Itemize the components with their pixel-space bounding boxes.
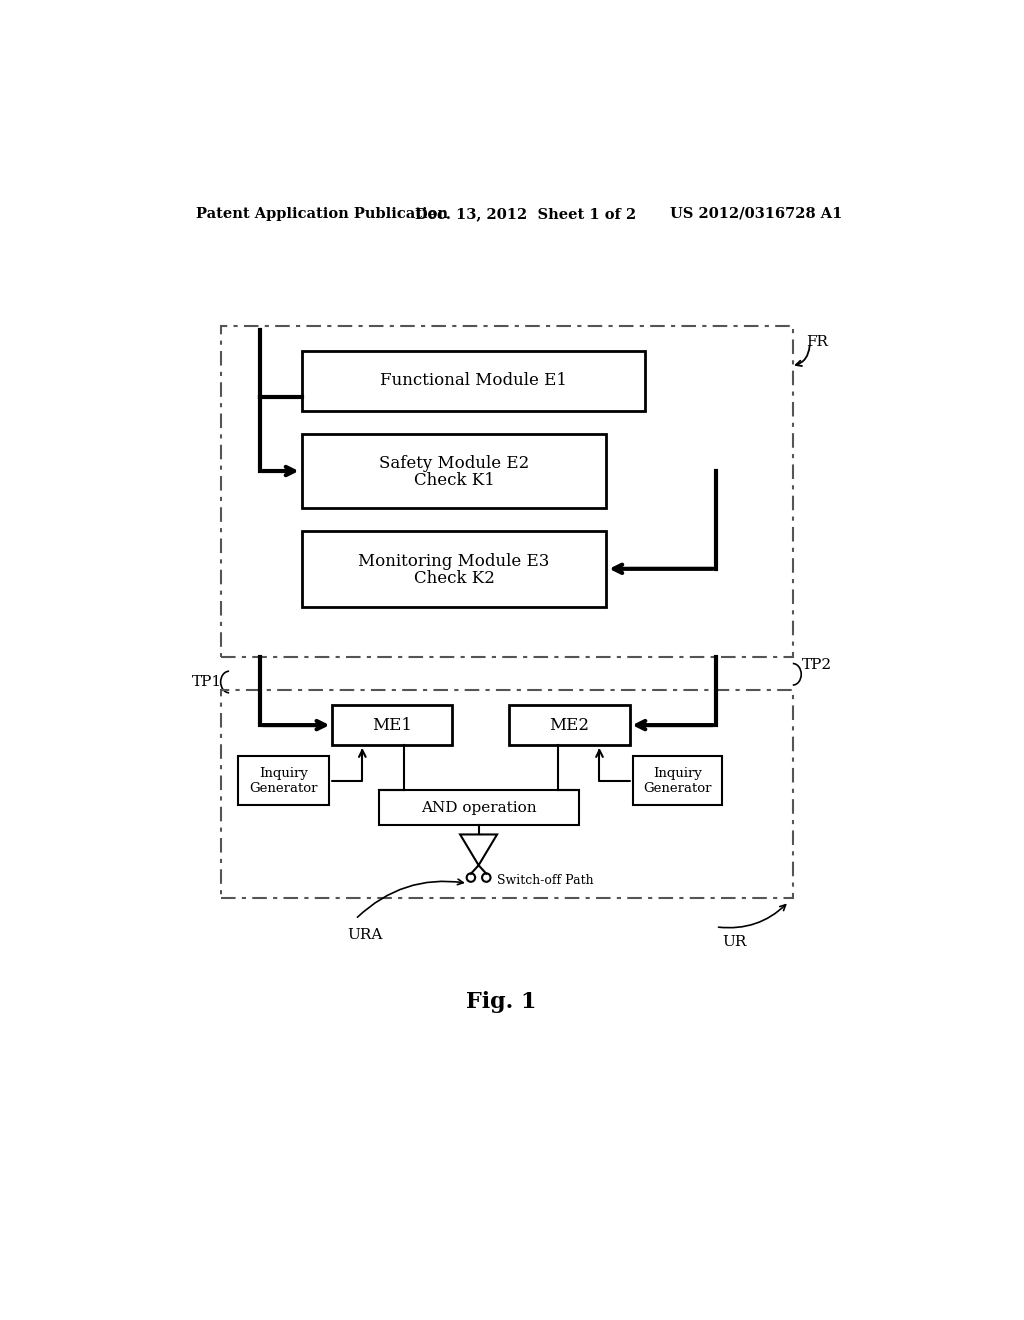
Text: Switch-off Path: Switch-off Path bbox=[497, 874, 594, 887]
Bar bbox=[239, 756, 330, 805]
Text: Safety Module E2: Safety Module E2 bbox=[379, 455, 529, 471]
Bar bbox=[333, 705, 453, 744]
Bar bbox=[301, 434, 606, 508]
Text: Dec. 13, 2012  Sheet 1 of 2: Dec. 13, 2012 Sheet 1 of 2 bbox=[416, 207, 637, 220]
Text: Check K2: Check K2 bbox=[414, 569, 495, 586]
Text: URA: URA bbox=[348, 928, 383, 941]
Bar bbox=[509, 705, 630, 744]
Text: AND operation: AND operation bbox=[421, 800, 537, 814]
Text: Inquiry
Generator: Inquiry Generator bbox=[643, 767, 712, 795]
Text: ME1: ME1 bbox=[373, 717, 413, 734]
Bar bbox=[633, 756, 722, 805]
Text: Check K1: Check K1 bbox=[414, 471, 495, 488]
Bar bbox=[221, 326, 793, 657]
Bar bbox=[379, 789, 579, 825]
Text: Functional Module E1: Functional Module E1 bbox=[380, 372, 566, 389]
Text: Monitoring Module E3: Monitoring Module E3 bbox=[358, 553, 550, 570]
Text: Inquiry
Generator: Inquiry Generator bbox=[250, 767, 318, 795]
Text: UR: UR bbox=[722, 936, 746, 949]
Circle shape bbox=[467, 874, 475, 882]
Circle shape bbox=[482, 874, 490, 882]
Text: ME2: ME2 bbox=[550, 717, 590, 734]
Bar bbox=[301, 351, 645, 411]
Text: Fig. 1: Fig. 1 bbox=[467, 990, 537, 1012]
Text: Patent Application Publication: Patent Application Publication bbox=[196, 207, 449, 220]
Polygon shape bbox=[460, 834, 497, 866]
Text: TP2: TP2 bbox=[802, 659, 833, 672]
Text: US 2012/0316728 A1: US 2012/0316728 A1 bbox=[670, 207, 842, 220]
Text: TP1: TP1 bbox=[193, 675, 222, 689]
Bar bbox=[221, 689, 793, 898]
Text: FR: FR bbox=[807, 335, 828, 348]
Bar bbox=[301, 531, 606, 607]
